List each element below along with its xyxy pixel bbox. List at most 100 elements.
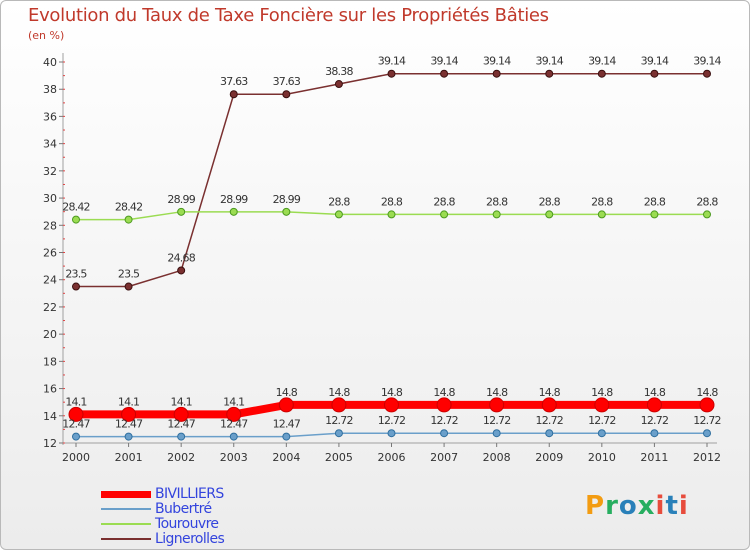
data-point-lignerolles bbox=[492, 69, 501, 78]
data-label-tourouvre: 28.99 bbox=[220, 193, 248, 206]
y-tick-label: 22 bbox=[43, 301, 57, 314]
data-point-bivilliers bbox=[173, 406, 189, 422]
data-point-lignerolles bbox=[124, 282, 133, 291]
y-axis-unit-label: (en %) bbox=[28, 29, 65, 42]
data-point-bivilliers bbox=[646, 397, 662, 413]
data-label-bivilliers: 14.8 bbox=[433, 386, 455, 399]
data-label-tourouvre: 28.8 bbox=[591, 195, 613, 208]
data-label-tourouvre: 28.42 bbox=[115, 201, 143, 214]
data-point-bubertre bbox=[387, 429, 396, 438]
data-label-bubertre: 12.47 bbox=[220, 418, 248, 431]
data-point-tourouvre bbox=[650, 210, 659, 219]
x-tick-label: 2006 bbox=[378, 451, 406, 464]
data-point-bubertre bbox=[545, 429, 554, 438]
data-point-bivilliers bbox=[226, 406, 242, 422]
y-tick-label: 32 bbox=[43, 165, 57, 178]
y-tick-label: 38 bbox=[43, 83, 57, 96]
data-point-lignerolles bbox=[440, 69, 449, 78]
data-label-tourouvre: 28.8 bbox=[644, 195, 666, 208]
chart-title: Evolution du Taux de Taxe Foncière sur l… bbox=[28, 5, 549, 26]
data-label-bubertre: 12.72 bbox=[378, 414, 406, 427]
data-label-tourouvre: 28.99 bbox=[167, 193, 195, 206]
data-label-bivilliers: 14.8 bbox=[696, 386, 718, 399]
data-label-lignerolles: 38.38 bbox=[325, 65, 353, 78]
data-point-tourouvre bbox=[492, 210, 501, 219]
proxiti-logo[interactable]: Proxiti bbox=[585, 491, 689, 521]
x-tick-label: 2003 bbox=[220, 451, 248, 464]
data-point-lignerolles bbox=[387, 69, 396, 78]
logo-letter: i bbox=[655, 491, 666, 521]
y-tick-label: 34 bbox=[43, 138, 57, 151]
data-label-bivilliers: 14.1 bbox=[223, 395, 244, 408]
data-point-bubertre bbox=[177, 432, 186, 441]
y-tick-label: 40 bbox=[43, 56, 57, 69]
data-label-bivilliers: 14.1 bbox=[171, 395, 192, 408]
data-point-bivilliers bbox=[699, 397, 715, 413]
x-tick-label: 2009 bbox=[535, 451, 563, 464]
data-label-bubertre: 12.47 bbox=[167, 418, 195, 431]
logo-letter: P bbox=[585, 491, 606, 521]
data-label-bivilliers: 14.8 bbox=[276, 386, 298, 399]
legend-label-tourouvre: Tourouvre bbox=[155, 516, 219, 532]
data-point-tourouvre bbox=[597, 210, 606, 219]
legend-swatch-tourouvre bbox=[101, 523, 151, 525]
data-point-bubertre bbox=[597, 429, 606, 438]
data-label-bivilliers: 14.8 bbox=[539, 386, 561, 399]
x-tick-label: 2000 bbox=[62, 451, 90, 464]
data-point-bubertre bbox=[650, 429, 659, 438]
data-point-lignerolles bbox=[72, 282, 80, 291]
data-label-bubertre: 12.47 bbox=[115, 418, 143, 431]
data-label-tourouvre: 28.8 bbox=[486, 195, 508, 208]
y-tick-label: 36 bbox=[43, 110, 57, 123]
data-point-lignerolles bbox=[703, 69, 711, 78]
data-label-bubertre: 12.72 bbox=[430, 414, 458, 427]
data-point-bubertre bbox=[124, 432, 133, 441]
data-label-bubertre: 12.72 bbox=[588, 414, 616, 427]
legend-label-lignerolles: Lignerolles bbox=[155, 531, 225, 547]
data-point-bivilliers bbox=[541, 397, 557, 413]
logo-letter: r bbox=[605, 491, 619, 521]
data-point-bivilliers bbox=[121, 406, 137, 422]
data-label-lignerolles: 39.14 bbox=[483, 55, 511, 68]
x-tick-label: 2002 bbox=[167, 451, 195, 464]
data-point-lignerolles bbox=[229, 90, 238, 99]
data-label-tourouvre: 28.8 bbox=[696, 195, 718, 208]
data-label-bubertre: 12.47 bbox=[62, 418, 90, 431]
x-tick-label: 2011 bbox=[640, 451, 668, 464]
data-label-bivilliers: 14.8 bbox=[486, 386, 508, 399]
data-point-tourouvre bbox=[387, 210, 396, 219]
logo-letter: i bbox=[678, 491, 689, 521]
y-tick-label: 12 bbox=[43, 437, 57, 450]
legend-swatch-lignerolles bbox=[101, 538, 151, 540]
logo-letter: o bbox=[618, 491, 638, 521]
data-point-bubertre bbox=[703, 429, 711, 438]
y-tick-label: 18 bbox=[43, 355, 57, 368]
logo-letter: t bbox=[665, 491, 679, 521]
data-label-bivilliers: 14.1 bbox=[65, 395, 86, 408]
data-label-bivilliers: 14.8 bbox=[644, 386, 666, 399]
data-label-bivilliers: 14.8 bbox=[328, 386, 350, 399]
data-label-lignerolles: 39.14 bbox=[693, 55, 721, 68]
data-point-lignerolles bbox=[650, 69, 659, 78]
data-point-bivilliers bbox=[278, 397, 294, 413]
data-point-tourouvre bbox=[177, 207, 186, 216]
data-point-lignerolles bbox=[282, 90, 291, 99]
data-label-bubertre: 12.72 bbox=[693, 414, 721, 427]
data-label-bubertre: 12.72 bbox=[641, 414, 669, 427]
data-point-bivilliers bbox=[384, 397, 399, 413]
data-point-bubertre bbox=[282, 432, 291, 441]
data-label-bubertre: 12.72 bbox=[483, 414, 511, 427]
legend-label-bivilliers: BIVILLIERS bbox=[155, 486, 224, 502]
data-label-bubertre: 12.47 bbox=[273, 418, 301, 431]
data-point-tourouvre bbox=[124, 215, 133, 224]
data-point-tourouvre bbox=[334, 210, 343, 219]
data-point-bivilliers bbox=[68, 406, 84, 422]
data-point-tourouvre bbox=[703, 210, 711, 219]
y-tick-label: 28 bbox=[43, 219, 57, 232]
legend-swatch-bubertre bbox=[101, 508, 151, 510]
data-label-lignerolles: 39.14 bbox=[641, 55, 669, 68]
data-label-lignerolles: 37.63 bbox=[273, 75, 301, 88]
data-point-bubertre bbox=[492, 429, 501, 438]
data-label-lignerolles: 23.5 bbox=[65, 268, 87, 281]
